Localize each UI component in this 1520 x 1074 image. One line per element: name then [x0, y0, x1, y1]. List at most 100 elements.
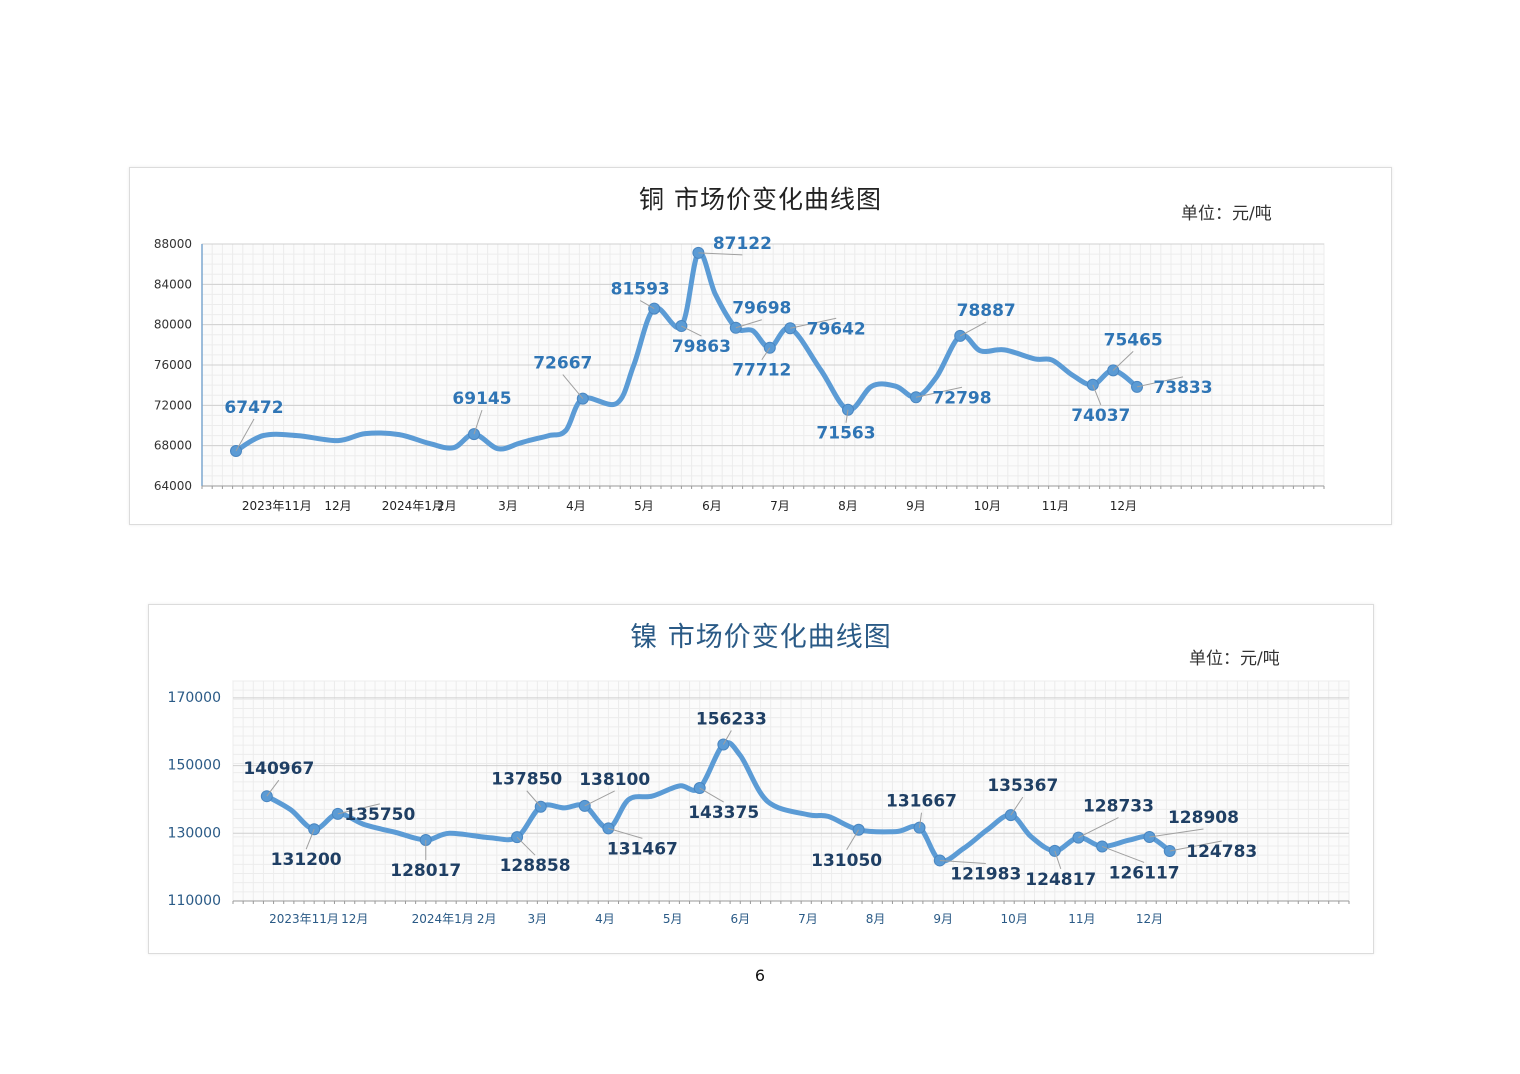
data-point	[729, 321, 742, 334]
leader-line	[1149, 828, 1204, 838]
leader-line	[526, 790, 542, 808]
leader-line	[235, 418, 255, 452]
x-tick-label: 10月	[1001, 912, 1028, 926]
x-tick-label: 9月	[933, 912, 953, 926]
leader-line	[919, 812, 923, 828]
leader-line	[722, 730, 732, 745]
data-label: 137850	[491, 770, 562, 790]
leader-line	[1078, 817, 1119, 839]
data-label: 71563	[816, 424, 875, 444]
data-point	[331, 807, 344, 820]
data-label: 72798	[932, 388, 991, 408]
x-tick-label: 10月	[974, 499, 1001, 513]
data-label: 128017	[390, 861, 461, 881]
data-label: 124783	[1186, 842, 1257, 862]
leader-line	[939, 859, 986, 864]
leader-line	[1101, 845, 1145, 863]
x-tick-label: 12月	[341, 912, 368, 926]
data-label: 74037	[1071, 406, 1130, 426]
leader-line	[584, 790, 615, 807]
leader-line	[761, 347, 771, 361]
leader-line	[473, 409, 483, 435]
y-tick-label: 110000	[168, 893, 221, 909]
data-label: 131467	[607, 839, 678, 859]
chart-title: 铜 市场价变化曲线图	[639, 185, 882, 214]
data-label: 77712	[732, 361, 791, 381]
y-tick-label: 150000	[168, 758, 221, 774]
leader-line	[845, 409, 849, 423]
x-tick-label: 6月	[702, 499, 722, 513]
nickel-price-chart: 镍 市场价变化曲线图 单位：元/吨 110000 130000 150000 1700…	[148, 604, 1374, 954]
leader-line	[846, 829, 860, 851]
data-label: 121983	[950, 864, 1021, 884]
x-tick-label: 12月	[324, 499, 351, 513]
leader-line	[608, 827, 643, 839]
leader-line	[790, 317, 837, 329]
data-label: 131050	[811, 851, 882, 871]
x-tick-label: 11月	[1042, 499, 1069, 513]
data-label: 73833	[1153, 378, 1212, 398]
data-label: 126117	[1109, 863, 1180, 883]
data-label: 72667	[533, 354, 592, 374]
data-label: 128733	[1083, 797, 1154, 817]
data-label: 156233	[696, 710, 767, 730]
leader-line	[305, 829, 315, 850]
leader-line	[1054, 850, 1062, 870]
x-tick-label: 2023年11月	[242, 499, 312, 513]
y-tick-label: 68000	[154, 439, 192, 453]
data-label: 87122	[713, 234, 772, 254]
x-tick-label: 7月	[770, 499, 790, 513]
chart-title: 镍 市场价变化曲线图	[630, 622, 892, 653]
y-tick-label: 130000	[168, 825, 221, 841]
data-label: 67472	[224, 398, 283, 418]
data-label: 124817	[1025, 870, 1096, 890]
x-tick-label: 4月	[595, 912, 615, 926]
leader-line	[681, 325, 702, 337]
data-point	[1096, 840, 1109, 853]
data-point	[1048, 844, 1061, 857]
x-tick-label: 12月	[1110, 499, 1137, 513]
x-tick-label: 12月	[1136, 912, 1163, 926]
data-label: 75465	[1104, 330, 1163, 350]
leader-line	[699, 787, 724, 803]
x-tick-label: 2023年11月	[269, 912, 339, 926]
leader-line	[337, 803, 380, 815]
y-tick-label: 170000	[168, 690, 221, 706]
data-label: 143375	[688, 803, 759, 823]
data-label: 131667	[886, 792, 957, 812]
data-label: 69145	[452, 389, 511, 409]
leader-line	[1112, 351, 1134, 371]
leader-line	[1010, 796, 1024, 816]
leader-line	[735, 319, 762, 329]
leader-line	[639, 300, 655, 310]
x-tick-label: 5月	[634, 499, 654, 513]
x-tick-label: 2024年1月	[382, 499, 444, 513]
copper-plot-area: 64000 68000 72000 76000 80000 84000 88000 2023年…	[154, 234, 1325, 513]
x-tick-label: 6月	[730, 912, 750, 926]
x-tick-label: 5月	[663, 912, 683, 926]
unit-label: 单位：元/吨	[1181, 204, 1272, 224]
x-tick-label: 4月	[566, 499, 586, 513]
leader-line	[698, 252, 743, 256]
data-label: 138100	[579, 770, 650, 790]
series-line	[233, 250, 1140, 454]
leader-line	[266, 779, 280, 797]
x-tick-label: 8月	[838, 499, 858, 513]
y-tick-label: 88000	[154, 237, 192, 251]
x-tick-label: 8月	[866, 912, 886, 926]
y-tick-label: 64000	[154, 479, 192, 493]
data-point	[1143, 831, 1156, 844]
leader-line	[562, 374, 584, 399]
data-label: 79642	[807, 319, 866, 339]
data-label: 78887	[957, 301, 1016, 321]
x-tick-label: 9月	[906, 499, 926, 513]
data-label: 135750	[344, 805, 415, 825]
leader-line	[1136, 376, 1184, 388]
x-tick-label: 2月	[437, 499, 457, 513]
leader-line	[1169, 840, 1222, 852]
page-number: 6	[754, 966, 766, 985]
data-label: 135367	[987, 776, 1058, 796]
x-tick-label: 11月	[1068, 912, 1095, 926]
data-label: 128908	[1168, 808, 1239, 828]
y-tick-label: 76000	[154, 358, 192, 372]
